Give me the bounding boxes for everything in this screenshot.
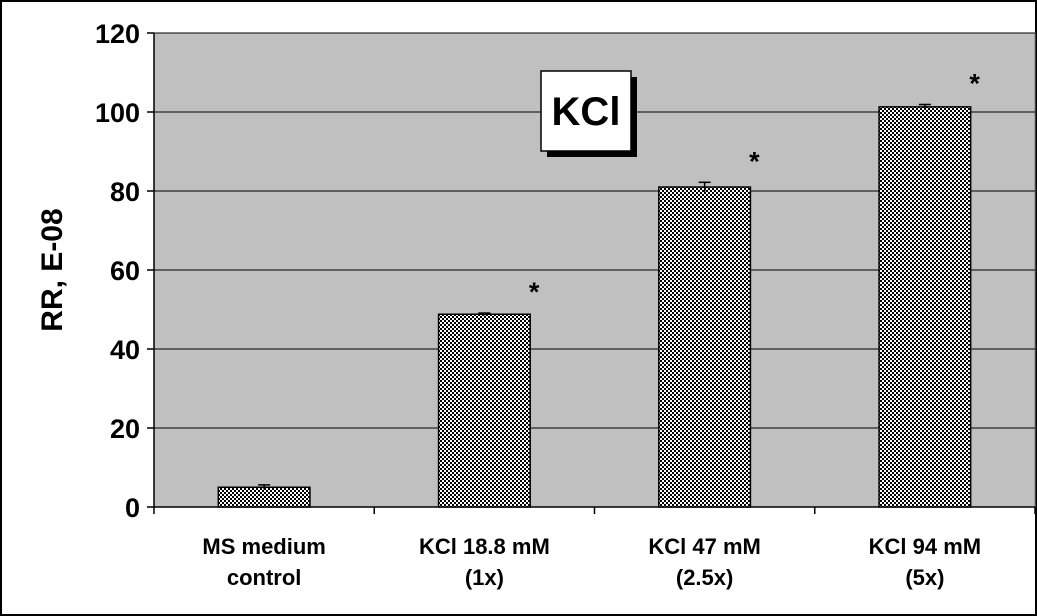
bar [217, 486, 311, 508]
significance-marker: * [749, 146, 760, 176]
labels: 0 20 40 60 80 100 120 MS medium control * KCl 18.8… [95, 19, 981, 590]
bars [217, 103, 972, 508]
y-tick-label: 0 [125, 493, 140, 523]
y-tick-label: 100 [95, 98, 140, 128]
x-tick-label: KCl 94 mM [869, 534, 981, 559]
x-tick-label: (5x) [905, 565, 944, 590]
x-tick-label: control [227, 565, 302, 590]
significance-marker: * [969, 68, 980, 98]
title-box [540, 70, 632, 152]
chart-title: KCl [552, 90, 621, 134]
chart-title-box: KCl [540, 70, 637, 157]
bar [878, 106, 972, 508]
significance-marker: * [529, 277, 540, 307]
y-tick-label: 80 [110, 177, 140, 207]
y-axis-label: RR, E-08 [36, 208, 69, 331]
x-tick-label: MS medium [202, 534, 325, 559]
x-tick-label: (2.5x) [676, 565, 733, 590]
bar [658, 186, 752, 508]
y-tick-label: 20 [110, 414, 140, 444]
y-tick-label: 60 [110, 256, 140, 286]
x-tick-label: KCl 47 mM [648, 534, 760, 559]
y-tick-label: 40 [110, 335, 140, 365]
x-tick-label: KCl 18.8 mM [419, 534, 550, 559]
x-tick-label: (1x) [465, 565, 504, 590]
y-tick-label: 120 [95, 19, 140, 49]
bar [437, 313, 531, 508]
